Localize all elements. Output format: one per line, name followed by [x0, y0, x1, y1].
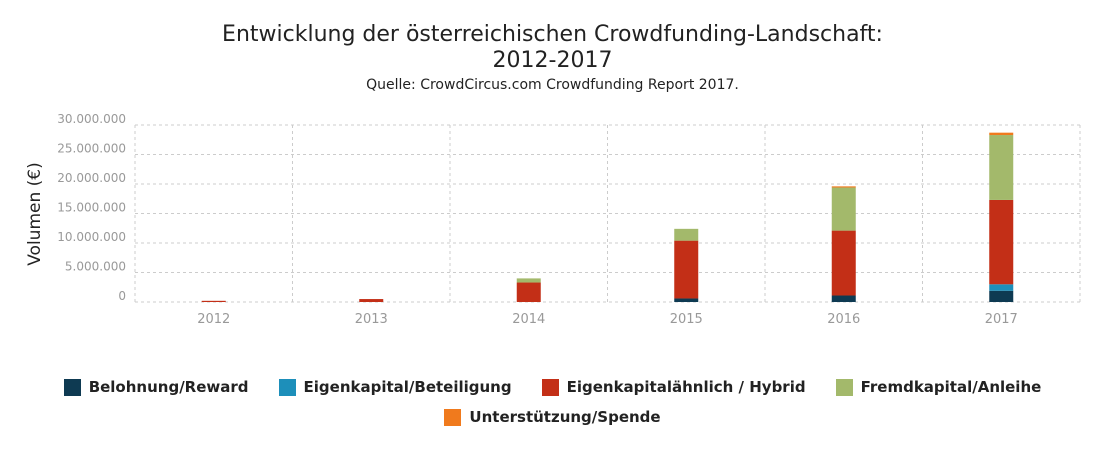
- bar-segment: [201, 300, 226, 302]
- y-tick-label: 10.000.000: [57, 230, 126, 244]
- bar-segment: [989, 132, 1014, 136]
- bar-segment: [831, 186, 856, 188]
- y-tick-label: 15.000.000: [57, 201, 126, 215]
- chart-title: Entwicklung der österreichischen Crowdfu…: [0, 22, 1105, 74]
- bar-segment: [516, 278, 541, 283]
- y-tick-label: 30.000.000: [57, 112, 126, 126]
- y-tick-label: 25.000.000: [57, 142, 126, 156]
- bar-segment: [989, 290, 1014, 302]
- legend-item: Eigenkapital/Beteiligung: [278, 378, 512, 396]
- bar-segment: [989, 135, 1014, 200]
- chart-subtitle: Quelle: CrowdCircus.com Crowdfunding Rep…: [366, 77, 739, 93]
- bar-segment: [516, 282, 541, 302]
- chart-title-block: Entwicklung der österreichischen Crowdfu…: [0, 22, 1105, 93]
- y-tick-label: 20.000.000: [57, 171, 126, 185]
- bar-segment: [674, 298, 699, 302]
- legend-row: Unterstützung/Spende: [0, 408, 1105, 426]
- x-axis-ticks: 2012 2013 2014 2015 2016 2017: [197, 312, 1018, 327]
- legend-swatch: [63, 378, 81, 396]
- bars: [201, 132, 1014, 302]
- y-tick-label: 0: [118, 289, 126, 303]
- x-tick-label: 2012: [197, 312, 230, 327]
- chart-title-line-1: Entwicklung der österreichischen Crowdfu…: [222, 22, 883, 47]
- legend-label: Belohnung/Reward: [88, 378, 249, 396]
- bar-segment: [359, 299, 384, 302]
- y-tick-label: 5.000.000: [65, 260, 126, 274]
- bar-segment: [989, 199, 1014, 285]
- bar-segment: [831, 295, 856, 302]
- legend-label: Eigenkapital/Beteiligung: [303, 378, 512, 396]
- bar-segment: [674, 228, 699, 241]
- chart-canvas: 0 5.000.000 10.000.000 15.000.000 20.000.000…: [25, 112, 1081, 327]
- x-tick-label: 2017: [985, 312, 1018, 327]
- legend: Belohnung/Reward Eigenkapital/Beteiligung…: [0, 378, 1105, 438]
- x-tick-label: 2014: [512, 312, 545, 327]
- bar-segment: [989, 284, 1014, 291]
- legend-item: Unterstützung/Spende: [444, 408, 661, 426]
- x-tick-label: 2013: [355, 312, 388, 327]
- bar-segment: [831, 187, 856, 231]
- legend-item: Belohnung/Reward: [63, 378, 249, 396]
- legend-label: Eigenkapitalähnlich / Hybrid: [566, 378, 806, 396]
- legend-item: Eigenkapitalähnlich / Hybrid: [541, 378, 806, 396]
- y-axis-label: Volumen (€): [25, 162, 45, 266]
- legend-item: Fremdkapital/Anleihe: [835, 378, 1042, 396]
- legend-label: Unterstützung/Spende: [469, 408, 661, 426]
- grid-lines: [134, 124, 1081, 303]
- legend-swatch: [444, 408, 462, 426]
- legend-swatch: [541, 378, 559, 396]
- legend-label: Fremdkapital/Anleihe: [860, 378, 1042, 396]
- bar-segment: [674, 240, 699, 299]
- y-axis-ticks: 0 5.000.000 10.000.000 15.000.000 20.000.000…: [57, 112, 126, 303]
- x-tick-label: 2015: [670, 312, 703, 327]
- legend-swatch: [835, 378, 853, 396]
- legend-row: Belohnung/Reward Eigenkapital/Beteiligung…: [0, 378, 1105, 396]
- x-tick-label: 2016: [827, 312, 860, 327]
- legend-swatch: [278, 378, 296, 396]
- chart-title-line-2: 2012-2017: [492, 48, 613, 73]
- bar-segment: [831, 230, 856, 296]
